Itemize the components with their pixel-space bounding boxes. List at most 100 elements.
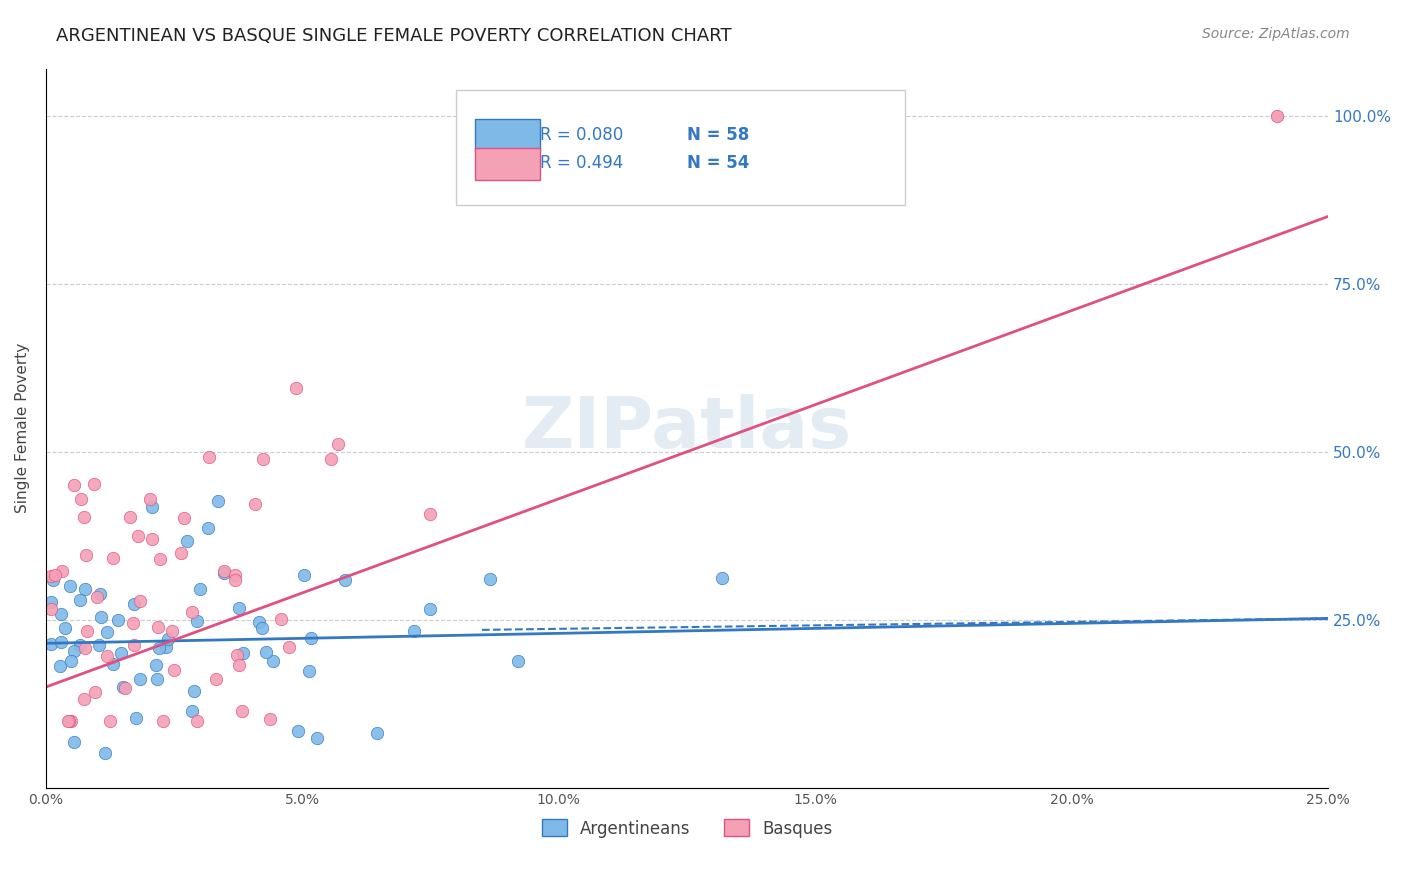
Point bbox=[186, 714, 208, 728]
Point bbox=[58, 714, 80, 728]
Point bbox=[278, 640, 301, 655]
Point bbox=[124, 638, 146, 652]
Point bbox=[183, 684, 205, 698]
Point bbox=[103, 551, 125, 566]
Point bbox=[232, 646, 254, 660]
Point bbox=[94, 746, 117, 760]
Point bbox=[710, 571, 733, 585]
Point bbox=[73, 692, 96, 706]
Point bbox=[148, 640, 170, 655]
Point bbox=[173, 511, 195, 525]
Point bbox=[190, 582, 212, 597]
Point bbox=[366, 726, 388, 740]
Point bbox=[162, 624, 184, 638]
Point bbox=[145, 672, 167, 686]
Point bbox=[114, 681, 136, 696]
Point bbox=[404, 624, 426, 638]
Point bbox=[224, 573, 246, 587]
Point bbox=[149, 552, 172, 566]
Point bbox=[328, 437, 350, 451]
Point bbox=[101, 657, 124, 671]
Point bbox=[180, 606, 202, 620]
Point bbox=[39, 568, 62, 582]
Point bbox=[176, 534, 198, 549]
Point bbox=[333, 573, 356, 587]
Point bbox=[186, 615, 208, 629]
Point bbox=[141, 532, 163, 546]
Point bbox=[49, 607, 72, 622]
Point bbox=[75, 640, 97, 655]
Point bbox=[127, 529, 149, 543]
Point bbox=[49, 659, 72, 673]
Point bbox=[139, 491, 162, 506]
Point bbox=[197, 450, 219, 464]
Text: R = 0.494: R = 0.494 bbox=[540, 154, 623, 172]
Point bbox=[111, 680, 134, 694]
Point bbox=[145, 657, 167, 672]
Point bbox=[51, 564, 73, 578]
Point bbox=[250, 621, 273, 635]
Y-axis label: Single Female Poverty: Single Female Poverty bbox=[15, 343, 30, 513]
Point bbox=[247, 615, 270, 629]
Legend: Argentineans, Basques: Argentineans, Basques bbox=[536, 813, 839, 844]
Point bbox=[83, 477, 105, 491]
Point bbox=[212, 566, 235, 580]
Point bbox=[62, 478, 84, 492]
Point bbox=[110, 646, 132, 660]
Point bbox=[75, 582, 97, 597]
Point bbox=[298, 665, 321, 679]
Point bbox=[224, 567, 246, 582]
Point bbox=[42, 573, 65, 587]
Point bbox=[60, 714, 83, 728]
Point bbox=[107, 614, 129, 628]
Point bbox=[56, 714, 79, 728]
Point bbox=[207, 494, 229, 508]
Point bbox=[284, 381, 307, 395]
Point bbox=[49, 635, 72, 649]
Point bbox=[299, 632, 322, 646]
Point bbox=[89, 586, 111, 600]
Point bbox=[69, 593, 91, 607]
Point bbox=[100, 714, 122, 728]
Point bbox=[63, 644, 86, 658]
Point bbox=[73, 509, 96, 524]
Text: R = 0.080: R = 0.080 bbox=[540, 126, 623, 144]
Point bbox=[125, 711, 148, 725]
Point bbox=[243, 497, 266, 511]
Point bbox=[39, 637, 62, 651]
Point bbox=[39, 595, 62, 609]
Text: Source: ZipAtlas.com: Source: ZipAtlas.com bbox=[1202, 27, 1350, 41]
Point bbox=[87, 638, 110, 652]
Text: ZIPatlas: ZIPatlas bbox=[522, 393, 852, 463]
Point bbox=[270, 612, 292, 626]
Point bbox=[228, 658, 250, 673]
Point bbox=[307, 731, 329, 745]
Point bbox=[69, 638, 91, 652]
Point bbox=[287, 723, 309, 738]
Point bbox=[155, 640, 177, 655]
Point bbox=[205, 672, 228, 686]
Point bbox=[58, 579, 80, 593]
Point bbox=[479, 572, 502, 586]
Point bbox=[163, 663, 186, 677]
Point bbox=[197, 520, 219, 534]
Point bbox=[120, 510, 142, 524]
Point bbox=[60, 654, 83, 668]
Point bbox=[319, 452, 342, 467]
Point bbox=[418, 507, 440, 521]
Point bbox=[226, 648, 249, 662]
Point bbox=[84, 685, 107, 699]
Point bbox=[122, 597, 145, 611]
FancyBboxPatch shape bbox=[475, 148, 540, 180]
Point bbox=[252, 452, 274, 467]
Point bbox=[180, 704, 202, 718]
Point bbox=[419, 602, 441, 616]
Point bbox=[262, 654, 284, 668]
Point bbox=[86, 591, 108, 605]
Point bbox=[214, 565, 236, 579]
Point bbox=[96, 624, 118, 639]
Point bbox=[170, 546, 193, 560]
Point bbox=[152, 714, 174, 728]
Point bbox=[228, 601, 250, 615]
Point bbox=[76, 624, 98, 638]
